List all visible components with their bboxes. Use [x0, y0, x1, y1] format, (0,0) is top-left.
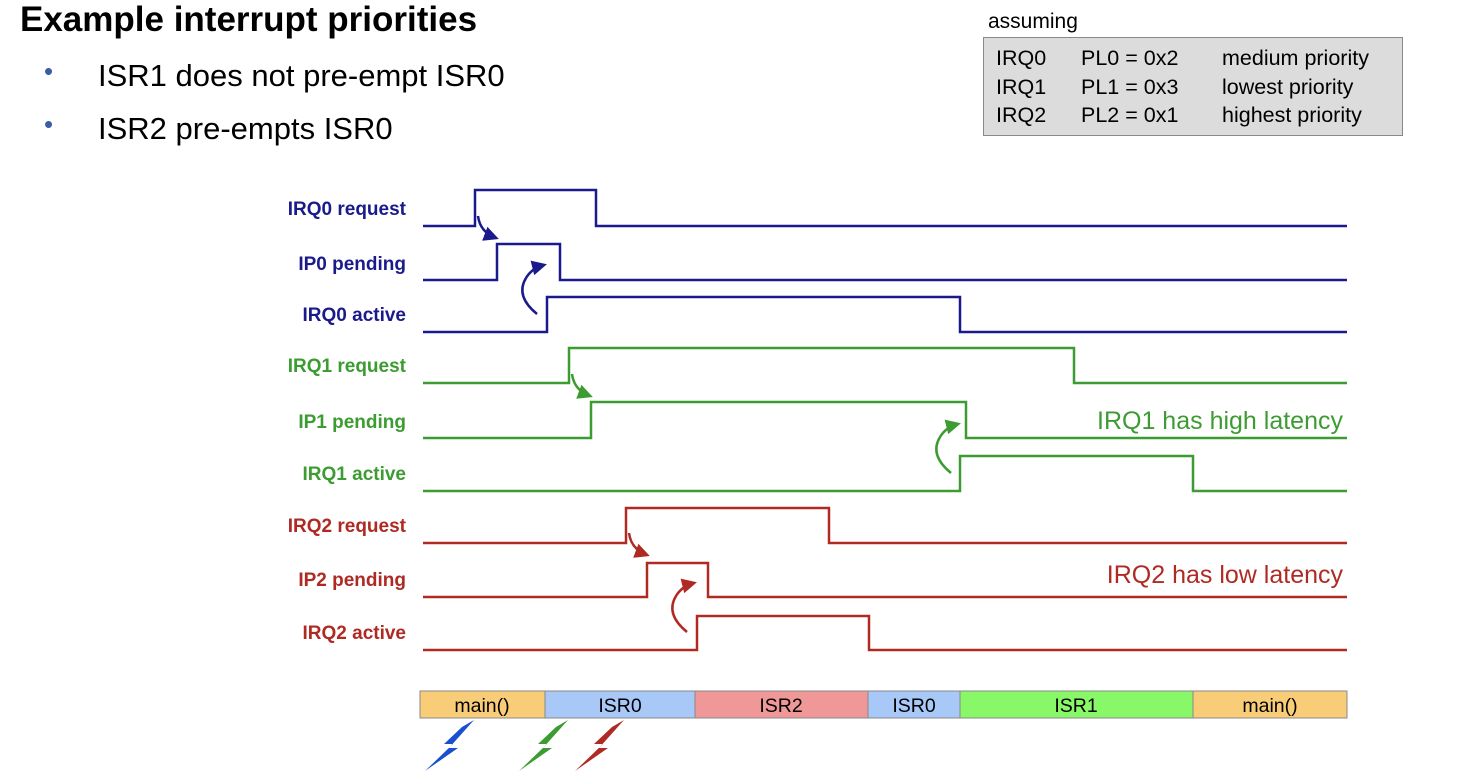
waveform-ip2-pending: [423, 561, 1347, 599]
timeline-label: ISR0: [892, 695, 936, 717]
timeline-segment-isr0: [544, 690, 696, 719]
arrow-request-to-pending-irq0: [476, 215, 499, 241]
waveform-irq2-active: [423, 614, 1347, 652]
waveform-irq0-active: [423, 295, 1347, 334]
timeline-label: ISR0: [598, 695, 642, 717]
waveform-irq2-request: [423, 506, 1347, 545]
lightning-bolt-icon: [519, 720, 568, 771]
waveform-irq0-request: [423, 188, 1347, 228]
signal-label-ip1-pending: IP1 pending: [298, 412, 406, 433]
lightning-bolt-icon: [425, 720, 474, 771]
note-irq2-latency: IRQ2 has low latency: [1107, 561, 1344, 589]
signal-label-ip0-pending: IP0 pending: [298, 254, 406, 275]
arrow-active-to-pending-clear-irq0: [521, 260, 547, 315]
timeline-label: ISR1: [1054, 695, 1097, 717]
signal-label-irq0-active: IRQ0 active: [303, 305, 407, 326]
arrow-request-to-pending-irq1: [570, 373, 593, 399]
timeline-segment-isr2: [694, 690, 869, 719]
arrow-active-to-pending-clear-irq1: [935, 419, 961, 474]
bullet-dot-icon: •: [44, 109, 54, 139]
bullet-dot-icon: •: [44, 56, 54, 86]
assumption-irq: IRQ1: [996, 75, 1047, 99]
page-title: Example interrupt priorities: [20, 0, 478, 39]
arrow-active-to-pending-clear-irq2: [671, 578, 697, 633]
assumption-priority: lowest priority: [1222, 75, 1354, 99]
signal-label-irq2-active: IRQ2 active: [303, 623, 407, 644]
assumption-table: IRQ0 PL0 = 0x2 medium priority IRQ1 PL1 …: [983, 37, 1403, 136]
signal-label-irq0-request: IRQ0 request: [288, 199, 407, 220]
arrow-request-to-pending-irq2: [627, 532, 650, 558]
timeline-label: ISR2: [759, 695, 802, 717]
bullet-text: ISR1 does not pre-empt ISR0: [98, 58, 505, 93]
waveform-ip0-pending: [423, 242, 1347, 282]
waveform-irq1-request: [423, 346, 1347, 385]
assumption-irq: IRQ2: [996, 103, 1047, 127]
assumption-pl: PL2 = 0x1: [1081, 103, 1179, 127]
assumption-pl: PL0 = 0x2: [1081, 46, 1179, 70]
waveform-irq1-active: [423, 454, 1347, 493]
signal-label-irq2-request: IRQ2 request: [288, 516, 407, 537]
lightning-bolt-icon: [575, 720, 624, 771]
waveform-ip1-pending: [423, 400, 1347, 440]
signal-label-irq1-request: IRQ1 request: [288, 356, 407, 377]
timeline-segment-isr0: [867, 690, 961, 719]
assumption-priority: highest priority: [1222, 103, 1362, 127]
signal-label-ip2-pending: IP2 pending: [298, 570, 406, 591]
timeline-label: main(): [454, 695, 509, 717]
timeline-segment-main: [1192, 690, 1348, 719]
assumption-priority: medium priority: [1222, 46, 1369, 70]
timeline-label: main(): [1242, 695, 1297, 717]
timeline-segment-isr1: [959, 690, 1194, 719]
bullet-text: ISR2 pre-empts ISR0: [98, 111, 393, 146]
execution-timeline: main() ISR0 ISR2 ISR0 ISR1 main(): [419, 690, 1348, 719]
note-irq1-latency: IRQ1 has high latency: [1097, 407, 1343, 435]
signal-label-irq1-active: IRQ1 active: [303, 464, 407, 485]
assumption-pl: PL1 = 0x3: [1081, 75, 1179, 99]
assumption-label: assuming: [988, 10, 1078, 33]
assumption-irq: IRQ0: [996, 46, 1047, 70]
timeline-segment-main: [419, 690, 546, 719]
